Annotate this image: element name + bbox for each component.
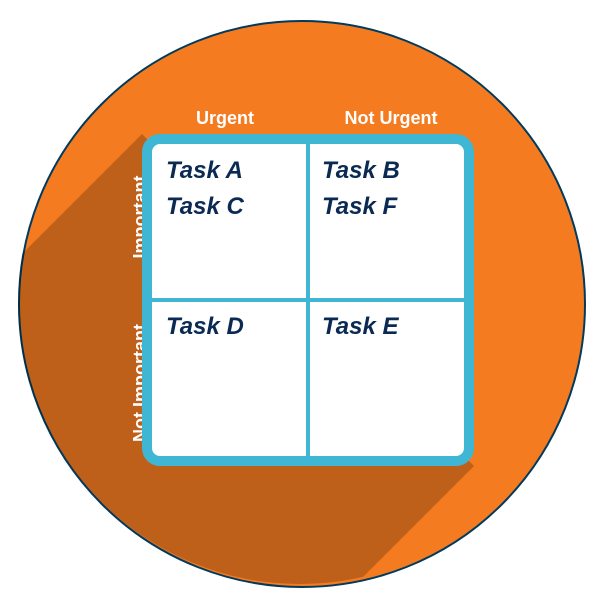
column-label-urgent: Urgent [196, 108, 254, 129]
priority-matrix: Task A Task C Task B Task F Task D Task E [142, 134, 474, 466]
q1-tasks: Task A Task C [166, 156, 244, 222]
task-label: Task F [322, 192, 400, 222]
q4-tasks: Task E [322, 312, 399, 342]
eisenhower-matrix-diagram: Urgent Not Urgent Important Not Importan… [0, 0, 591, 604]
quadrant-urgent-notimportant: Task D [152, 300, 308, 456]
task-label: Task D [166, 312, 244, 342]
task-label: Task C [166, 192, 244, 222]
task-label: Task E [322, 312, 399, 342]
task-label: Task A [166, 156, 244, 186]
q2-tasks: Task B Task F [322, 156, 400, 222]
quadrant-noturgent-important: Task B Task F [308, 144, 464, 300]
q3-tasks: Task D [166, 312, 244, 342]
matrix-divider-horizontal [152, 298, 464, 302]
quadrant-noturgent-notimportant: Task E [308, 300, 464, 456]
column-label-not-urgent: Not Urgent [345, 108, 438, 129]
quadrant-urgent-important: Task A Task C [152, 144, 308, 300]
task-label: Task B [322, 156, 400, 186]
